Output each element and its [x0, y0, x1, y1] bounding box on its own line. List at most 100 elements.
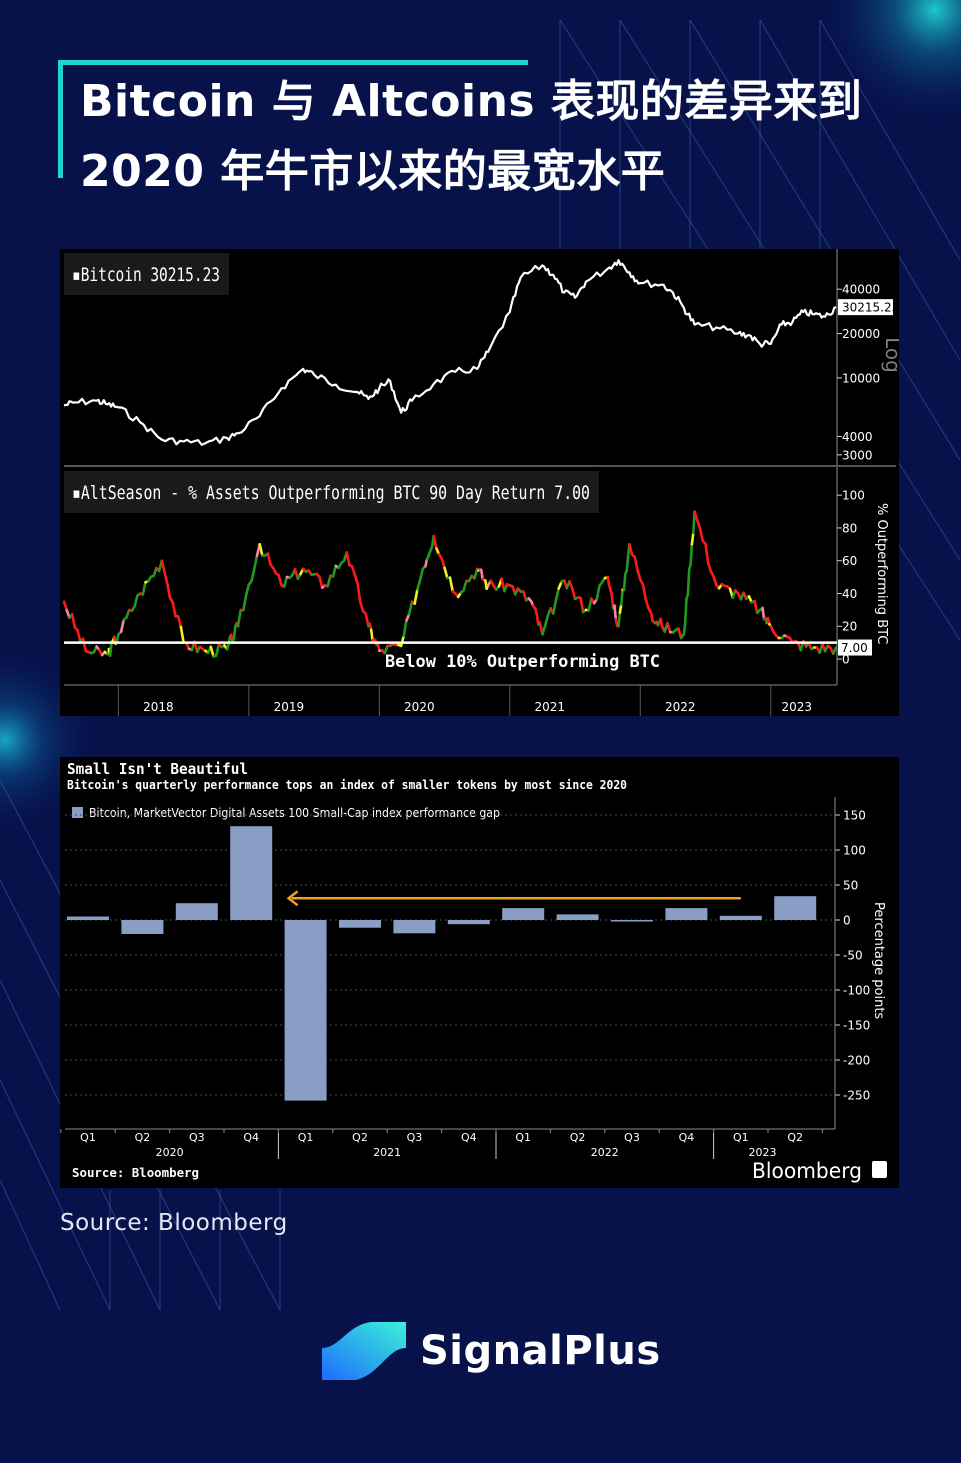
altseason-segment: [522, 590, 528, 602]
source-caption: Source: Bloomberg: [60, 1210, 288, 1236]
altseason-segment: [214, 642, 221, 658]
bar-category-label: Q3: [189, 1131, 205, 1144]
altseason-legend: ▪AltSeason - % Assets Outperforming BTC …: [72, 482, 590, 504]
altseason-segment: [570, 587, 577, 601]
altseason-segment: [62, 600, 68, 612]
altseason-segment: [171, 600, 177, 618]
altseason-segment: [81, 637, 88, 653]
x-year-label: 2019: [274, 700, 305, 714]
bar-mark: [121, 920, 164, 934]
altseason-segment: [543, 614, 550, 628]
altseason-segment: [356, 582, 362, 604]
altseason-ytick-label: 100: [842, 489, 865, 503]
bitcoin-price-line: [63, 259, 837, 446]
bar-year-label: 2022: [591, 1146, 619, 1159]
altseason-segment: [141, 580, 147, 596]
altseason-segment: [244, 583, 251, 597]
bar-category-label: Q2: [352, 1131, 368, 1144]
altseason-segment: [133, 594, 139, 608]
bitcoin-legend-box: [64, 253, 229, 295]
altseason-segment: [76, 628, 82, 644]
altseason-segment: [407, 600, 414, 616]
altseason-segment: [617, 611, 622, 628]
altseason-segment: [399, 634, 406, 648]
bar-ytick-label: 50: [843, 879, 858, 893]
altseason-segment: [753, 599, 759, 615]
altseason-segment: [628, 542, 634, 557]
bar-mark: [339, 920, 381, 928]
bar-mark: [230, 826, 273, 920]
bitcoin-ytick-label: 4000: [842, 430, 873, 444]
altseason-segment: [209, 645, 215, 658]
altseason-ytick-label: 80: [842, 521, 857, 535]
altseason-segment: [595, 584, 601, 601]
bar-mark: [393, 920, 436, 934]
altseason-segment: [432, 534, 438, 550]
altseason-segment: [282, 575, 289, 589]
bar-mark: [447, 920, 490, 925]
bitcoin-ytick-label: 3000: [842, 448, 873, 462]
altseason-ytick-label: 60: [842, 554, 857, 568]
altseason-segment: [610, 592, 615, 610]
altseason-segment: [696, 519, 702, 531]
altseason-segment: [641, 583, 648, 601]
title-line-1: Bitcoin 与 Altcoins 表现的差异来到: [80, 76, 863, 127]
log-scale-label: Log: [881, 337, 899, 373]
title-line-2: 2020 年牛市以来的最宽水平: [80, 146, 666, 197]
altseason-segment: [331, 564, 338, 578]
altseason-segment: [690, 531, 695, 546]
altseason-segment: [473, 567, 479, 580]
altseason-segment: [554, 587, 561, 602]
threshold-label: Below 10% Outperforming BTC: [385, 652, 660, 672]
title-accent-horizontal: [58, 60, 528, 65]
bar-mark: [284, 920, 327, 1101]
altseason-segment: [622, 572, 627, 592]
bar-ytick-label: -50: [843, 949, 863, 963]
bar-category-label: Q1: [80, 1131, 96, 1144]
bitcoin-ytick-label: 40000: [842, 283, 880, 297]
altseason-segment: [358, 600, 365, 613]
bar-category-label: Q4: [243, 1131, 259, 1144]
altseason-segment: [242, 594, 248, 612]
title-accent-vertical: [58, 60, 63, 178]
x-year-label: 2022: [665, 700, 696, 714]
bar-category-label: Q2: [570, 1131, 586, 1144]
bar-category-label: Q4: [679, 1131, 695, 1144]
bar-category-label: Q1: [515, 1131, 531, 1144]
altseason-segment: [266, 552, 272, 567]
altseason-segment: [440, 557, 446, 570]
altseason-segment: [345, 551, 351, 567]
x-year-label: 2020: [404, 700, 435, 714]
altseason-segment: [250, 567, 256, 583]
signalplus-brand: SignalPlus: [322, 1318, 660, 1384]
altseason-segment: [163, 571, 169, 585]
bar-category-label: Q3: [624, 1131, 640, 1144]
bar-mark: [502, 908, 545, 920]
altseason-segment: [682, 623, 687, 636]
altseason-segment: [666, 621, 672, 634]
altseason-segment: [761, 606, 766, 621]
altseason-segment: [258, 542, 264, 558]
terminal-chart-svg: ▪Bitcoin 30215.23 3000 4000 10000 20000 40000…: [62, 249, 899, 716]
altseason-segment: [693, 510, 699, 522]
altseason-segment: [443, 566, 449, 580]
bar-category-label: Q1: [298, 1131, 314, 1144]
altseason-segment: [277, 573, 283, 587]
small-cap-gap-chart: Small Isn't Beautiful Bitcoin's quarterly…: [60, 757, 899, 1188]
altseason-segment: [613, 604, 618, 621]
altseason-segment: [636, 568, 642, 581]
altseason-segment: [179, 625, 185, 644]
altseason-segment: [831, 646, 838, 656]
altseason-segment: [232, 624, 237, 640]
altseason-segment: [644, 597, 650, 610]
altseason-legend-box: [64, 471, 599, 513]
bar-year-label: 2021: [373, 1146, 401, 1159]
bar-ytick-label: 150: [843, 809, 866, 823]
altseason-segment: [706, 561, 713, 574]
bloomberg-terminal-icon: [872, 1161, 887, 1178]
bar-ytick-label: -200: [843, 1054, 870, 1068]
altseason-segment: [369, 628, 374, 642]
bar-ytick-label: 100: [843, 844, 866, 858]
altseason-last-value: 7.00: [841, 641, 868, 655]
